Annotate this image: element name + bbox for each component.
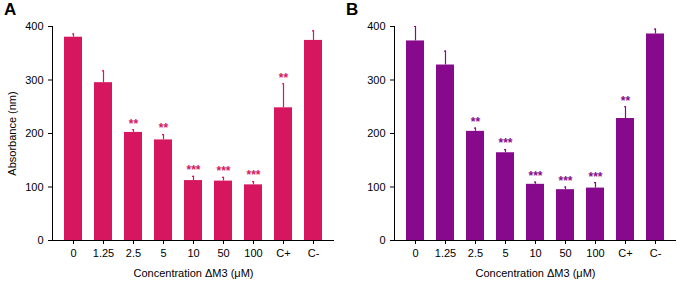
svg-text:1.25: 1.25	[93, 247, 114, 259]
svg-text:10: 10	[187, 247, 199, 259]
svg-text:200: 200	[25, 127, 43, 139]
svg-text:5: 5	[160, 247, 166, 259]
svg-text:400: 400	[367, 20, 385, 32]
svg-text:0: 0	[412, 247, 418, 259]
svg-text:400: 400	[25, 20, 43, 32]
svg-text:100: 100	[244, 247, 262, 259]
svg-text:**: **	[279, 71, 289, 85]
svg-text:200: 200	[367, 127, 385, 139]
svg-text:50: 50	[559, 247, 571, 259]
svg-text:**: **	[129, 117, 139, 131]
svg-text:100: 100	[25, 181, 43, 193]
svg-text:**: **	[471, 115, 481, 129]
svg-text:0: 0	[379, 234, 385, 246]
svg-text:5: 5	[502, 247, 508, 259]
svg-text:C+: C+	[276, 247, 290, 259]
svg-text:C+: C+	[618, 247, 632, 259]
svg-text:1.25: 1.25	[435, 247, 456, 259]
svg-text:100: 100	[586, 247, 604, 259]
html-text:B: B	[346, 0, 359, 19]
svg-text:**: **	[621, 94, 631, 108]
svg-text:***: ***	[498, 136, 512, 150]
svg-text:Concentration ΔM3 (μM): Concentration ΔM3 (μM)	[133, 267, 253, 279]
svg-text:C-: C-	[308, 247, 320, 259]
svg-text:***: ***	[558, 174, 572, 188]
svg-text:***: ***	[528, 169, 542, 183]
svg-text:***: ***	[588, 170, 602, 184]
svg-text:2.5: 2.5	[126, 247, 141, 259]
svg-text:Absorbance (nm): Absorbance (nm)	[6, 91, 18, 175]
svg-text:100: 100	[367, 181, 385, 193]
svg-text:***: ***	[246, 168, 260, 182]
svg-text:**: **	[159, 121, 169, 135]
svg-text:***: ***	[216, 164, 230, 178]
svg-text:0: 0	[70, 247, 76, 259]
svg-text:***: ***	[186, 163, 200, 177]
svg-text:2.5: 2.5	[468, 247, 483, 259]
svg-text:300: 300	[25, 74, 43, 86]
svg-text:50: 50	[217, 247, 229, 259]
svg-text:Concentration ΔM3 (μM): Concentration ΔM3 (μM)	[475, 267, 595, 279]
html-text:A: A	[4, 0, 17, 19]
svg-text:300: 300	[367, 74, 385, 86]
svg-text:0: 0	[37, 234, 43, 246]
svg-text:C-: C-	[650, 247, 662, 259]
svg-text:10: 10	[529, 247, 541, 259]
